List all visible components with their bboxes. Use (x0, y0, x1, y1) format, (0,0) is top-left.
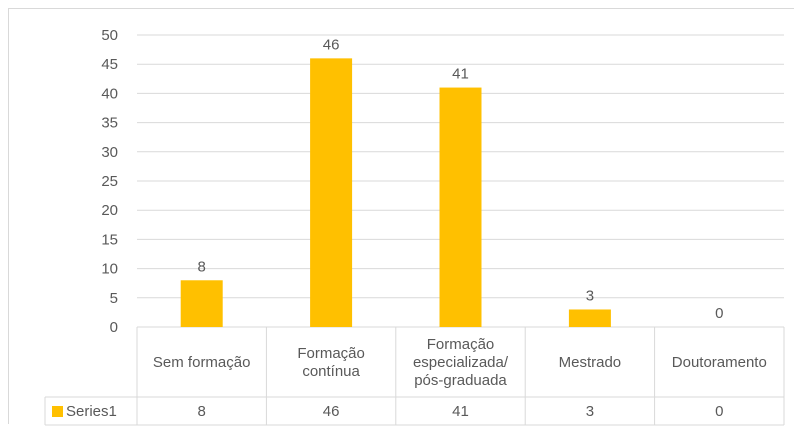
category-label: Doutoramento (672, 354, 767, 371)
y-tick-label: 25 (101, 173, 118, 190)
y-tick-label: 45 (101, 56, 118, 73)
bar (568, 309, 611, 327)
chart-frame (8, 8, 794, 424)
data-label: 46 (323, 36, 340, 53)
data-label: 8 (198, 258, 206, 275)
table-value: 46 (323, 403, 340, 420)
y-axis: 0 5 10 15 20 25 30 35 40 45 50 (101, 27, 118, 336)
table-value: 3 (586, 403, 594, 420)
y-tick-label: 0 (110, 319, 118, 336)
y-tick-label: 5 (110, 290, 118, 307)
y-tick-label: 15 (101, 231, 118, 248)
bar (180, 280, 223, 327)
y-tick-label: 35 (101, 115, 118, 132)
table-value: 8 (198, 403, 206, 420)
legend-swatch (52, 406, 63, 417)
data-labels: 8 46 41 3 0 (198, 36, 724, 322)
category-label: Sem formação (153, 354, 251, 371)
y-tick-label: 40 (101, 85, 118, 102)
table-value: 0 (715, 403, 723, 420)
y-tick-label: 20 (101, 202, 118, 219)
category-label: Mestrado (559, 354, 622, 371)
bars (180, 58, 611, 328)
data-table: Sem formação Formação contínua Formação espe… (44, 327, 785, 426)
y-tick-label: 50 (101, 27, 118, 44)
bar (310, 58, 353, 328)
category-label: Formação contínua (297, 345, 365, 380)
legend-series-name: Series1 (66, 403, 117, 420)
y-tick-label: 10 (101, 261, 118, 278)
bar (439, 87, 482, 327)
table-value: 41 (452, 403, 469, 420)
data-label: 3 (586, 287, 594, 304)
y-tick-label: 30 (101, 144, 118, 161)
data-label: 0 (715, 305, 723, 322)
data-label: 41 (452, 66, 469, 83)
category-label: Formação especializada/pós-graduada (413, 336, 509, 389)
